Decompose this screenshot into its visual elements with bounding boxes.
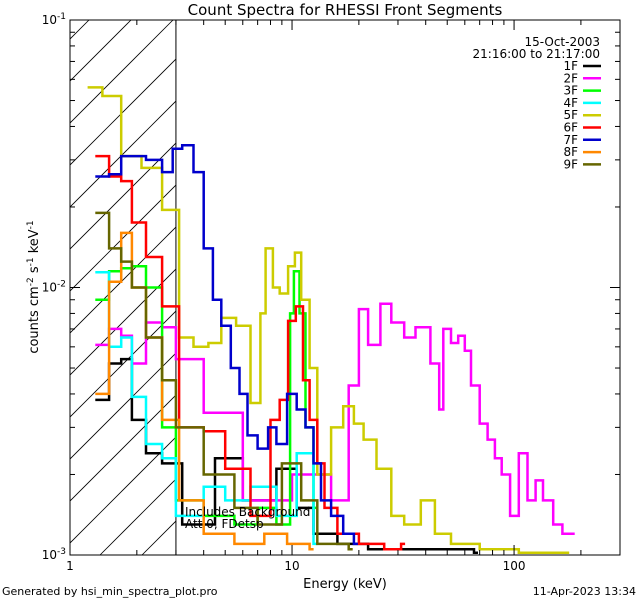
hatch-line [70, 20, 174, 124]
legend-label-7f: 7F [563, 133, 578, 147]
annotation-attenuator: Att 0, FDetsp [185, 517, 264, 531]
y-tick-label: 10-1 [42, 12, 66, 27]
y-tick-label: 10-2 [42, 280, 66, 295]
legend-label-4f: 4F [563, 96, 578, 110]
y-axis-label: counts cm-2 s-1 keV-1 [26, 220, 42, 353]
footer-generated-by: Generated by hsi_min_spectra_plot.pro [2, 585, 218, 598]
series-line-8f [95, 231, 314, 551]
hatch-line [70, 394, 176, 502]
hatch-line [70, 226, 176, 334]
footer-timestamp: 11-Apr-2023 13:34 [533, 585, 636, 598]
hatch-line [0, 20, 5, 555]
legend-label-3f: 3F [563, 84, 578, 98]
hatch-line [70, 58, 176, 166]
series-line-6f [95, 154, 406, 551]
chart-title: Count Spectra for RHESSI Front Segments [188, 1, 503, 19]
series-line-5f [87, 86, 570, 554]
series-group [87, 86, 575, 554]
y-tick-labels: 10-3 10-2 10-1 [42, 12, 66, 562]
legend-label-6f: 6F [563, 121, 578, 135]
legend-label-1f: 1F [563, 59, 578, 73]
hatch-line [70, 436, 176, 544]
legend-label-5f: 5F [563, 108, 578, 122]
series-line-9f [95, 211, 353, 551]
y-tick-label: 10-3 [42, 547, 66, 562]
series-line-4f [95, 271, 318, 546]
x-tick-label: 1 [66, 559, 74, 573]
legend-label-9f: 9F [563, 157, 578, 171]
x-axis-label: Energy (keV) [303, 577, 387, 592]
x-tick-labels: 1 10 100 [66, 559, 525, 573]
annotation-background: Includes Background [185, 505, 310, 519]
legend-label-8f: 8F [563, 145, 578, 159]
x-tick-label: 10 [284, 559, 299, 573]
series-line-2f [95, 302, 575, 536]
series-line-7f [95, 144, 358, 546]
observation-date: 15-Oct-2003 [524, 35, 600, 49]
time-range: 21:16:00 to 21:17:00 [473, 47, 600, 61]
hatch-line [70, 100, 176, 208]
x-tick-label: 100 [503, 559, 526, 573]
axis-ticks [69, 19, 621, 556]
legend-label-2f: 2F [563, 71, 578, 85]
